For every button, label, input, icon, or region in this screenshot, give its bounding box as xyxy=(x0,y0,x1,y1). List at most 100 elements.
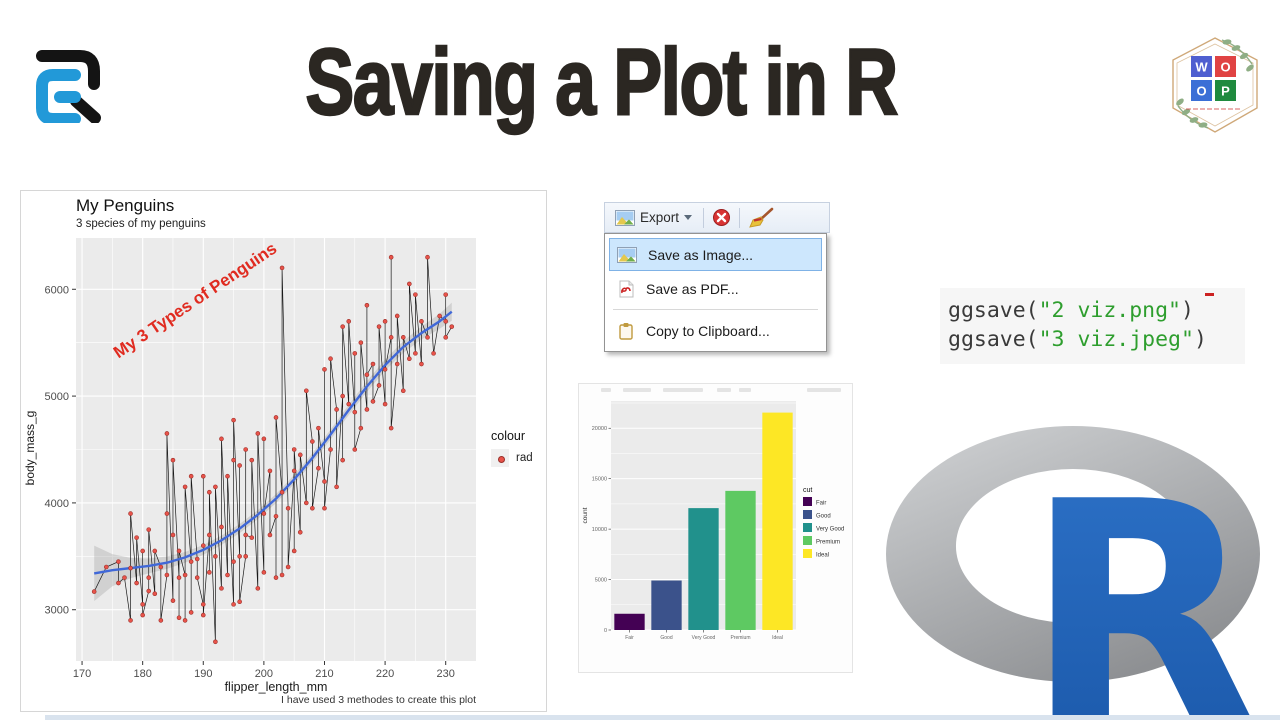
svg-text:230: 230 xyxy=(437,668,455,680)
svg-text:3000: 3000 xyxy=(45,605,69,617)
r-logo-letter: R xyxy=(1025,438,1256,720)
menu-item-label: Save as PDF... xyxy=(646,280,739,297)
svg-text:190: 190 xyxy=(194,668,212,680)
channel-logo-black-arc xyxy=(36,50,100,90)
faded-toolbar-decoration xyxy=(717,388,731,392)
clipboard-icon xyxy=(619,322,633,340)
r-logo: R xyxy=(886,426,1260,720)
plot-title: My Penguins xyxy=(76,196,175,215)
svg-text:4000: 4000 xyxy=(45,498,69,510)
svg-text:cut: cut xyxy=(803,487,812,494)
woop-squares: W O O P xyxy=(1191,56,1236,101)
penguin-plot-screenshot: My Penguins 3 species of my penguins 170… xyxy=(20,190,547,712)
export-button-label: Export xyxy=(640,210,680,225)
bar-fair xyxy=(614,613,645,630)
plot-legend: colour rad xyxy=(491,429,533,467)
y-axis-title: body_mass_g xyxy=(23,410,37,486)
svg-text:Fair: Fair xyxy=(625,635,634,641)
svg-text:Very Good: Very Good xyxy=(816,527,844,533)
bar-very-good xyxy=(688,508,719,630)
export-image-icon xyxy=(615,209,635,226)
diamonds-bar-chart: 0 5000 10000 15000 20000 Fair Good Very Good Pre… xyxy=(582,401,844,641)
svg-text:Good: Good xyxy=(816,514,831,520)
svg-text:Good: Good xyxy=(660,635,672,641)
legend-title: colour xyxy=(491,429,526,443)
faded-toolbar-decoration xyxy=(663,388,703,392)
smooth-line xyxy=(93,310,453,575)
svg-text:200: 200 xyxy=(255,668,273,680)
svg-text:Ideal: Ideal xyxy=(772,635,783,641)
faded-toolbar-decoration xyxy=(601,388,611,392)
faded-toolbar-decoration xyxy=(739,388,751,392)
code-snippet: ggsave("2 viz.png") ggsave("3 viz.jpeg") xyxy=(940,288,1245,364)
broom-icon xyxy=(749,207,774,228)
legend-key-icon xyxy=(491,449,509,467)
code-lines: ggsave("2 viz.png") ggsave("3 viz.jpeg") xyxy=(948,296,1245,354)
channel-logo-black-leg xyxy=(70,95,101,123)
woop-letter-o1: O xyxy=(1220,60,1230,75)
data-points xyxy=(91,254,455,645)
pdf-icon xyxy=(619,280,634,297)
svg-text:210: 210 xyxy=(315,668,333,680)
menu-item-save-as-image[interactable]: Save as Image... xyxy=(609,238,822,271)
svg-text:15000: 15000 xyxy=(592,477,607,483)
menu-item-label: Save as Image... xyxy=(648,246,754,263)
save-image-icon xyxy=(617,246,637,263)
r-logo-ring xyxy=(886,426,1260,682)
remove-plot-button[interactable] xyxy=(711,207,732,228)
svg-text:5000: 5000 xyxy=(45,391,69,403)
diamonds-chart-screenshot: 0 5000 10000 15000 20000 Fair Good Very Good Pre… xyxy=(578,383,853,673)
svg-text:6000: 6000 xyxy=(45,284,69,296)
woop-logo: W O O P xyxy=(1172,37,1258,133)
toolbar-separator xyxy=(703,207,705,228)
axis-ticks: 0 5000 10000 15000 20000 Fair Good Very Good Pre… xyxy=(592,426,783,641)
remove-plot-icon xyxy=(713,209,731,226)
y-axis-title: count xyxy=(582,507,589,523)
svg-text:5000: 5000 xyxy=(595,578,607,584)
woop-hexagon xyxy=(1172,37,1258,133)
bottom-edge-strip xyxy=(45,715,1280,720)
svg-text:170: 170 xyxy=(73,668,91,680)
bar-ideal xyxy=(762,412,793,630)
code-line: ggsave("3 viz.jpeg") xyxy=(948,327,1207,352)
export-dropdown-menu: Save as Image... Save as PDF... Copy to … xyxy=(604,233,827,352)
plots-pane-toolbar: Export xyxy=(604,202,830,233)
channel-logo-blue-c xyxy=(36,69,81,123)
bar-good xyxy=(651,580,682,630)
menu-item-save-as-pdf[interactable]: Save as PDF... xyxy=(609,272,822,305)
svg-text:Premium: Premium xyxy=(730,635,750,641)
svg-text:220: 220 xyxy=(376,668,394,680)
export-button[interactable]: Export xyxy=(611,208,696,228)
x-axis-title: flipper_length_mm xyxy=(224,680,328,694)
page-title: Saving a Plot in R xyxy=(304,28,899,136)
woop-hexagon-inner xyxy=(1176,43,1254,127)
code-line: ggsave("2 viz.png") xyxy=(948,298,1194,323)
plot-subtitle: 3 species of my penguins xyxy=(76,218,206,230)
svg-text:0: 0 xyxy=(604,628,607,634)
legend-label: rad xyxy=(516,452,533,464)
svg-text:180: 180 xyxy=(133,668,151,680)
plot-caption: I have used 3 methodes to create this pl… xyxy=(281,694,476,706)
faded-toolbar-decoration xyxy=(807,388,841,392)
svg-text:Very Good: Very Good xyxy=(692,635,716,641)
channel-logo-icon xyxy=(36,50,101,123)
menu-item-label: Copy to Clipboard... xyxy=(646,322,770,339)
code-cursor-mark xyxy=(1205,293,1214,296)
woop-letter-o2: O xyxy=(1196,84,1206,99)
toolbar-separator xyxy=(739,207,741,228)
svg-text:Ideal: Ideal xyxy=(816,553,829,559)
bar-premium xyxy=(725,490,756,630)
bars xyxy=(614,412,793,630)
clear-plots-button[interactable] xyxy=(747,206,775,230)
svg-text:20000: 20000 xyxy=(592,426,607,432)
woop-letter-p: P xyxy=(1221,84,1230,99)
menu-item-copy-to-clipboard[interactable]: Copy to Clipboard... xyxy=(609,314,822,347)
chart-legend: cut Fair Good Very Good Premium Ideal xyxy=(803,487,844,559)
menu-separator xyxy=(613,309,818,310)
data-line xyxy=(93,257,453,642)
svg-text:Fair: Fair xyxy=(816,501,826,507)
woop-letter-w: W xyxy=(1195,60,1208,75)
svg-text:Premium: Premium xyxy=(816,540,840,546)
